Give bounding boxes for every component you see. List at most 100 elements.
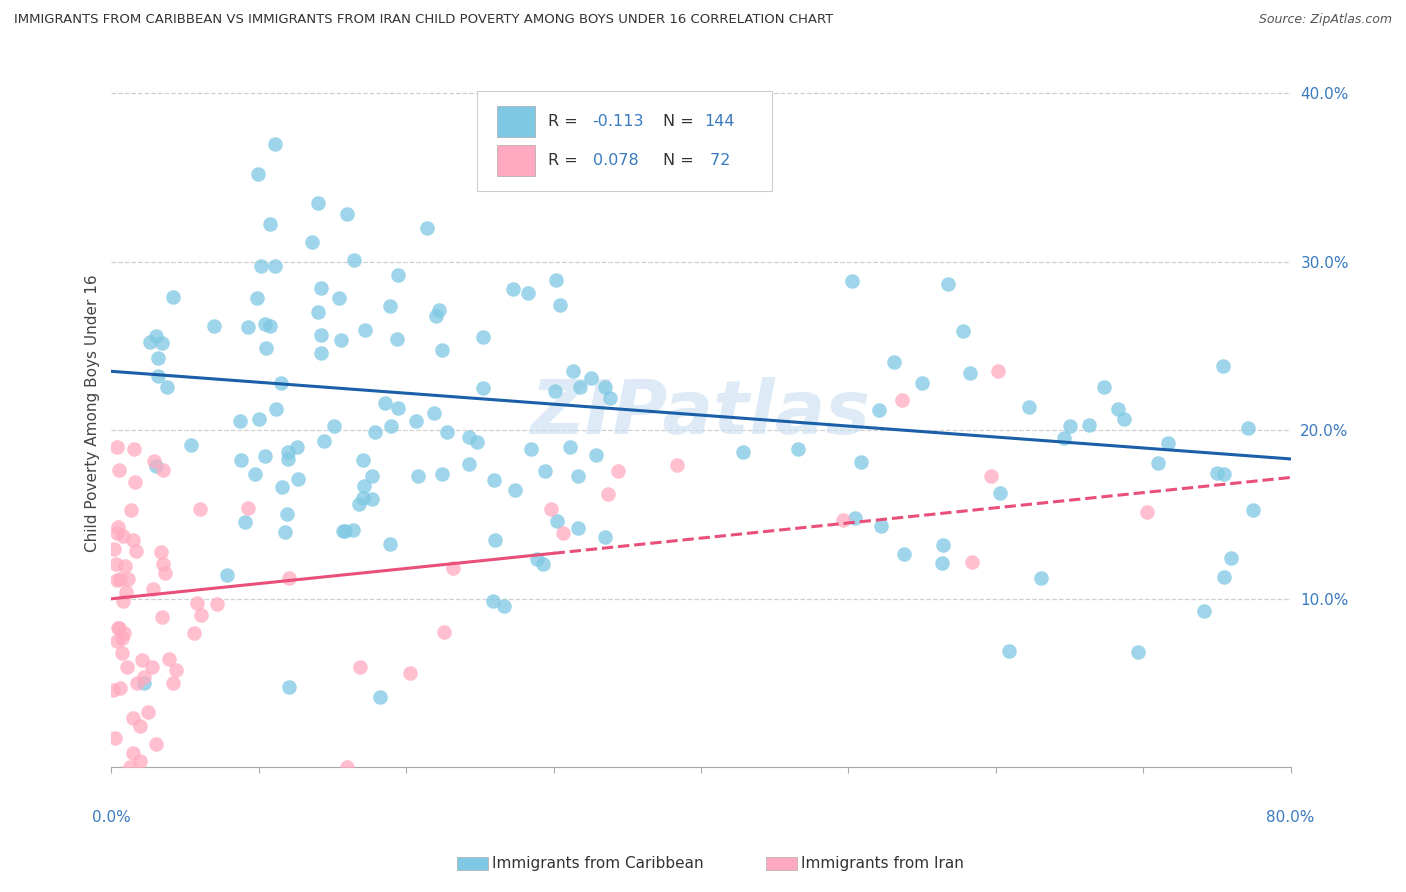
- Point: [1219, 550, 1241, 565]
- Point: [336, 207, 359, 221]
- Point: [264, 401, 287, 416]
- Text: R =: R =: [548, 153, 578, 169]
- Text: 144: 144: [704, 113, 735, 128]
- Point: [385, 332, 408, 346]
- Point: [156, 380, 179, 394]
- Point: [246, 291, 269, 305]
- Point: [841, 274, 863, 288]
- Point: [264, 137, 287, 152]
- Point: [152, 462, 174, 476]
- Point: [482, 474, 505, 488]
- Point: [202, 319, 225, 334]
- Point: [911, 376, 934, 390]
- Point: [869, 519, 891, 533]
- Point: [108, 572, 131, 586]
- Point: [145, 737, 167, 751]
- Point: [246, 167, 269, 181]
- Point: [122, 711, 145, 725]
- Text: 0.078: 0.078: [592, 153, 638, 169]
- Point: [387, 268, 409, 283]
- Point: [233, 515, 256, 529]
- Point: [432, 343, 454, 357]
- Point: [129, 719, 152, 733]
- Point: [558, 440, 581, 454]
- Point: [890, 393, 912, 408]
- Point: [229, 453, 252, 467]
- Point: [960, 555, 983, 569]
- Point: [406, 469, 429, 483]
- Point: [323, 418, 346, 433]
- Point: [1031, 571, 1053, 585]
- Point: [112, 626, 135, 640]
- Point: [526, 552, 548, 566]
- Point: [335, 524, 357, 538]
- Point: [1053, 431, 1076, 445]
- Point: [352, 491, 374, 506]
- Point: [569, 380, 592, 394]
- Point: [121, 533, 143, 548]
- Point: [433, 625, 456, 640]
- Point: [1059, 419, 1081, 434]
- Point: [274, 525, 297, 540]
- Point: [1194, 604, 1216, 618]
- Point: [550, 298, 572, 312]
- Point: [606, 464, 628, 478]
- Point: [254, 449, 277, 463]
- Point: [104, 731, 127, 746]
- Point: [146, 369, 169, 384]
- Point: [150, 610, 173, 624]
- Point: [1205, 466, 1227, 480]
- Point: [342, 523, 364, 537]
- Point: [427, 302, 450, 317]
- Point: [441, 561, 464, 575]
- Point: [786, 442, 808, 456]
- Point: [122, 442, 145, 456]
- Point: [849, 455, 872, 469]
- Point: [1107, 402, 1129, 417]
- Point: [581, 370, 603, 384]
- Point: [546, 514, 568, 528]
- Point: [270, 376, 292, 391]
- Point: [519, 442, 541, 457]
- Text: R =: R =: [548, 113, 578, 128]
- Point: [285, 441, 308, 455]
- Point: [465, 435, 488, 450]
- Point: [277, 452, 299, 467]
- Point: [314, 434, 336, 449]
- Point: [103, 541, 125, 556]
- Point: [143, 454, 166, 468]
- Point: [567, 521, 589, 535]
- Point: [352, 453, 374, 467]
- Point: [1212, 359, 1234, 374]
- Point: [1128, 645, 1150, 659]
- Point: [205, 597, 228, 611]
- Point: [121, 746, 143, 760]
- Point: [596, 486, 619, 500]
- Point: [347, 497, 370, 511]
- Point: [534, 464, 557, 478]
- Point: [111, 646, 134, 660]
- Point: [360, 469, 382, 483]
- Point: [309, 281, 332, 295]
- Point: [254, 342, 277, 356]
- Point: [142, 582, 165, 596]
- Point: [105, 573, 128, 587]
- Point: [307, 196, 329, 211]
- Point: [114, 558, 136, 573]
- Point: [165, 663, 187, 677]
- Point: [307, 305, 329, 319]
- Point: [236, 501, 259, 516]
- Point: [336, 760, 359, 774]
- Point: [1241, 502, 1264, 516]
- Point: [883, 355, 905, 369]
- Point: [1147, 457, 1170, 471]
- Point: [399, 665, 422, 680]
- Point: [484, 533, 506, 548]
- Text: 0.0%: 0.0%: [91, 810, 131, 825]
- Point: [436, 425, 458, 439]
- Point: [329, 334, 352, 348]
- Point: [108, 463, 131, 477]
- Point: [553, 526, 575, 541]
- Point: [152, 335, 174, 350]
- Point: [931, 556, 953, 570]
